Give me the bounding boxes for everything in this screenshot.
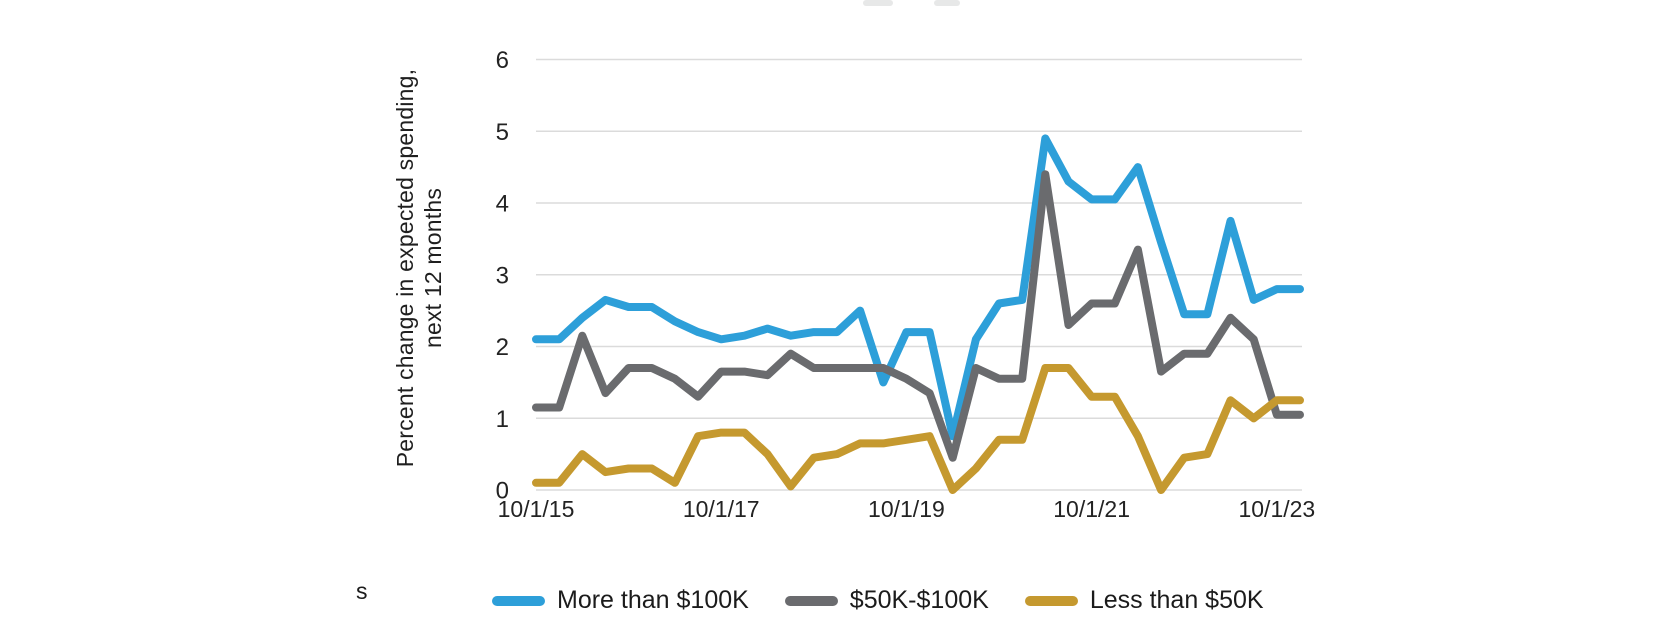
x-tick-label-10-1-15: 10/1/15 bbox=[498, 496, 575, 522]
legend-label: $50K-$100K bbox=[849, 586, 989, 614]
x-tick-label-10-1-19: 10/1/19 bbox=[868, 496, 945, 522]
legend-item-more-than-100k: More than $100K bbox=[492, 586, 749, 615]
series-line-50k-100k bbox=[532, 170, 1304, 462]
series-line-more-than-100k bbox=[532, 134, 1304, 441]
series-line-less-than-50k bbox=[532, 364, 1304, 494]
legend-label: More than $100K bbox=[557, 586, 749, 614]
y-tick-label-4: 4 bbox=[496, 191, 509, 218]
legend-swatch-gold-icon bbox=[1024, 595, 1078, 606]
legend-label: Less than $50K bbox=[1089, 586, 1264, 614]
legend-swatch-gray-icon bbox=[784, 595, 838, 606]
cropped-title-artifact bbox=[934, 0, 960, 6]
legend-swatch-blue-icon bbox=[492, 595, 545, 606]
y-tick-label-0: 0 bbox=[496, 478, 509, 505]
legend-item-less-than-50k: Less than $50K bbox=[1024, 586, 1264, 615]
y-tick-label-5: 5 bbox=[496, 119, 509, 146]
legend-item-50k-100k: $50K-$100K bbox=[784, 586, 989, 615]
source-note-fragment: s bbox=[356, 578, 368, 604]
y-tick-label-3: 3 bbox=[496, 262, 509, 289]
chart-legend: More than $100K $50K-$100K Less than $50… bbox=[492, 586, 1264, 615]
y-tick-label-2: 2 bbox=[496, 334, 509, 361]
y-tick-label-6: 6 bbox=[496, 47, 509, 74]
x-tick-label-10-1-17: 10/1/17 bbox=[683, 496, 760, 522]
x-tick-label-10-1-21: 10/1/21 bbox=[1053, 496, 1130, 522]
y-axis-title: Percent change in expected spending, nex… bbox=[391, 0, 449, 578]
cropped-title-artifact bbox=[863, 0, 893, 6]
y-tick-label-1: 1 bbox=[496, 406, 509, 433]
x-tick-label-10-1-23: 10/1/23 bbox=[1238, 496, 1315, 522]
y-axis-title-line2: next 12 months bbox=[420, 187, 446, 349]
y-axis-title-line1: Percent change in expected spending, bbox=[392, 68, 418, 468]
